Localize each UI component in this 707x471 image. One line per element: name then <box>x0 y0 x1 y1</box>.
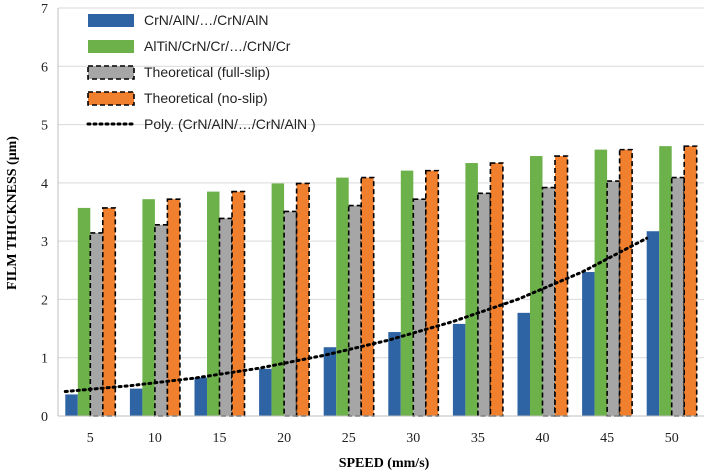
y-tick-label: 3 <box>41 235 48 250</box>
bar-4-20 <box>295 182 310 417</box>
bar-2-35 <box>465 163 478 416</box>
bar-4-40 <box>554 155 569 417</box>
bar-4-10 <box>166 198 181 417</box>
x-tick-label: 5 <box>87 431 94 446</box>
bar-1-15 <box>194 377 207 416</box>
y-tick-label: 2 <box>41 293 48 308</box>
bar-4-25 <box>360 176 375 417</box>
y-tick-label: 0 <box>41 410 48 425</box>
y-tick-label: 5 <box>41 119 48 134</box>
bars <box>65 145 698 417</box>
bar-1-10 <box>129 388 143 416</box>
legend-swatch-1 <box>88 14 134 27</box>
axes <box>57 8 704 417</box>
bar-3-15 <box>218 217 233 417</box>
bar-4-35 <box>489 162 504 417</box>
bar-4-50 <box>683 145 698 417</box>
bar-2-15 <box>207 191 220 416</box>
bar-1-25 <box>323 347 337 416</box>
legend-label-trendline: Poly. (CrN/AlN/…/CrN/AlN ) <box>144 116 316 132</box>
y-axis-title: FILM THICKNESS (μm) <box>5 136 20 290</box>
legend-label-3: Theoretical (full-slip) <box>144 64 270 80</box>
legend-swatch-3 <box>87 65 135 80</box>
bar-4-5 <box>102 207 117 417</box>
bar-2-50 <box>659 146 672 416</box>
bar-1-45 <box>582 272 595 416</box>
bar-2-5 <box>77 207 91 416</box>
y-tick-label: 7 <box>41 2 48 17</box>
bar-2-10 <box>142 199 155 416</box>
bar-3-50 <box>670 176 686 417</box>
x-tick-label: 40 <box>536 431 550 446</box>
bar-2-30 <box>400 170 414 416</box>
bar-2-40 <box>530 156 543 416</box>
bar-4-30 <box>424 169 440 417</box>
bar-2-45 <box>594 149 608 417</box>
bar-4-45 <box>618 148 633 417</box>
x-tick-label: 15 <box>213 431 227 446</box>
bar-1-35 <box>452 323 466 416</box>
bar-1-30 <box>388 332 401 416</box>
bar-1-40 <box>517 312 530 416</box>
x-axis-title: SPEED (mm/s) <box>339 456 430 471</box>
bar-2-25 <box>336 177 349 416</box>
legend-label-1: CrN/AlN/…/CrN/AlN <box>144 12 268 28</box>
bar-4-15 <box>231 190 246 417</box>
bar-3-45 <box>606 180 621 417</box>
bar-1-50 <box>646 231 660 416</box>
y-tick-labels: 0 1 2 3 4 5 6 7 <box>41 2 48 425</box>
x-tick-label: 50 <box>665 431 679 446</box>
bar-1-20 <box>259 368 272 416</box>
x-tick-label: 30 <box>406 431 420 446</box>
bar-3-40 <box>541 186 556 417</box>
legend: CrN/AlN/…/CrN/AlN AlTiN/CrN/Cr/…/CrN/Cr Th… <box>86 12 316 132</box>
bar-2-20 <box>271 183 285 416</box>
legend-label-2: AlTiN/CrN/Cr/…/CrN/Cr <box>144 38 291 54</box>
bar-3-20 <box>283 210 298 417</box>
x-tick-label: 10 <box>148 431 162 446</box>
bar-3-30 <box>412 198 427 417</box>
x-tick-labels: 5 10 15 20 25 30 35 40 45 50 <box>87 431 679 446</box>
bar-3-25 <box>347 204 363 417</box>
bar-3-10 <box>154 224 169 417</box>
legend-swatch-4 <box>87 91 135 106</box>
y-tick-label: 4 <box>41 177 48 192</box>
y-tick-label: 1 <box>41 352 48 367</box>
x-tick-label: 25 <box>342 431 356 446</box>
trendline-layer <box>63 236 649 394</box>
y-tick-label: 6 <box>41 60 48 75</box>
x-tick-label: 20 <box>277 431 291 446</box>
x-tick-label: 35 <box>471 431 485 446</box>
legend-label-4: Theoretical (no-slip) <box>144 90 268 106</box>
legend-swatch-2 <box>88 40 134 53</box>
x-tick-label: 45 <box>600 431 614 446</box>
bar-1-5 <box>65 394 78 416</box>
bar-3-35 <box>477 192 492 417</box>
trendline <box>63 236 649 394</box>
